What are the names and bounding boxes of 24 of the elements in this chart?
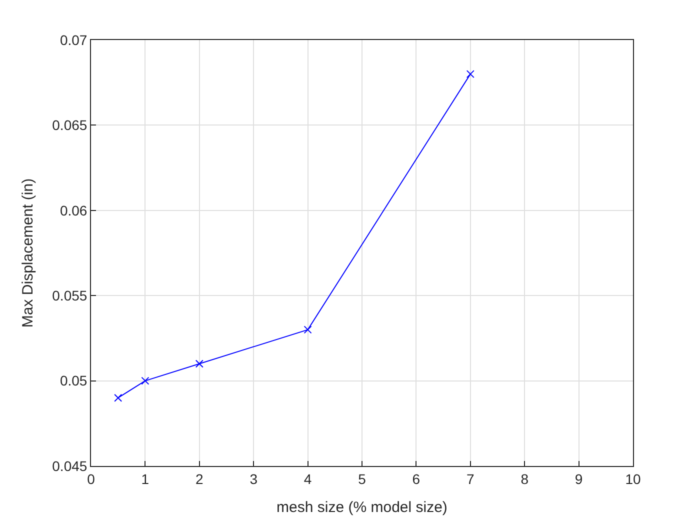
x-tick-label: 10 (625, 470, 641, 487)
x-tick-label: 0 (87, 470, 96, 487)
y-tick-label: 0.05 (60, 372, 88, 389)
x-tick-label: 1 (141, 470, 150, 487)
x-tick-label: 8 (520, 470, 529, 487)
x-tick-label: 7 (466, 470, 474, 487)
x-tick-label: 5 (358, 470, 366, 487)
y-axis-title: Max Displacement (in) (19, 178, 36, 328)
x-tick-label: 3 (250, 470, 258, 487)
x-tick-label: 6 (412, 470, 420, 487)
x-tick-label: 2 (196, 470, 204, 487)
point (304, 326, 312, 334)
y-tick-label: 0.065 (52, 117, 88, 134)
x-tick-label: 9 (574, 470, 583, 487)
y-tick-label: 0.07 (60, 32, 88, 48)
point (466, 70, 474, 78)
y-tick-label: 0.055 (52, 288, 88, 304)
x-axis-title: mesh size (% model size) (276, 498, 448, 516)
point (141, 376, 150, 385)
y-tick-label: 0.06 (60, 202, 88, 218)
y-tick-label: 0.045 (52, 458, 88, 474)
x-tick-label: 4 (304, 470, 312, 487)
point (114, 394, 122, 402)
point (195, 360, 204, 368)
